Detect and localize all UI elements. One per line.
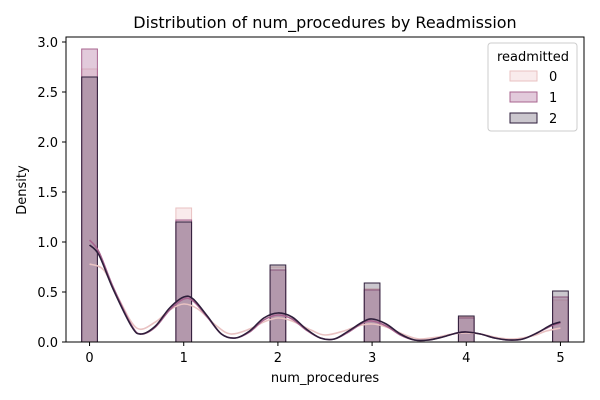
bar-series-2-x-2: [269, 264, 287, 343]
legend-label-2: 2: [549, 112, 557, 127]
x-tick-label: 4: [462, 351, 470, 366]
bar-series-2-x-3: [363, 282, 381, 343]
chart-title: Distribution of num_procedures by Readmi…: [133, 13, 516, 33]
x-tick-label: 5: [556, 351, 564, 366]
kde-line-series-2: [88, 244, 561, 342]
bar-series-2-x-4: [457, 315, 475, 343]
plot-frame: [65, 36, 585, 343]
bar-series-2-x-5: [552, 290, 569, 343]
y-tick-label: 1.0: [37, 236, 58, 251]
x-tick-label: 2: [274, 351, 282, 366]
kde-line-series-1: [88, 239, 561, 342]
legend-label-0: 0: [549, 70, 557, 85]
x-axis-label: num_procedures: [271, 371, 380, 386]
y-tick-label: 1.5: [37, 186, 58, 201]
y-tick-label: 3.0: [37, 36, 58, 51]
y-tick-label: 2.5: [37, 86, 58, 101]
legend-title: readmitted: [497, 50, 569, 65]
legend-swatch-0: [509, 70, 538, 82]
legend-swatch-1: [509, 91, 538, 103]
y-tick-label: 2.0: [37, 136, 58, 151]
x-tick-label: 1: [180, 351, 188, 366]
x-tick-label: 3: [368, 351, 376, 366]
x-tick-label: 0: [85, 351, 93, 366]
legend-box: [487, 42, 578, 132]
legend-entries: 0 1 2: [509, 70, 557, 127]
y-tick-label: 0.0: [37, 336, 58, 351]
kde-curves: [88, 239, 561, 342]
legend: readmitted 0 1 2: [487, 42, 578, 132]
kde-line-series-0: [89, 263, 561, 340]
legend-swatch-2: [509, 112, 538, 124]
legend-label-1: 1: [549, 91, 557, 106]
x-axis: 0 1 2 3 4 5: [85, 342, 565, 366]
y-axis-label: Density: [15, 165, 30, 215]
bar-series-2-x-0: [81, 76, 98, 343]
y-axis: 0.0 0.5 1.0 1.5 2.0 2.5 3.0: [37, 36, 66, 351]
bar-series-2-x-1: [175, 221, 193, 343]
y-tick-label: 0.5: [37, 286, 58, 301]
